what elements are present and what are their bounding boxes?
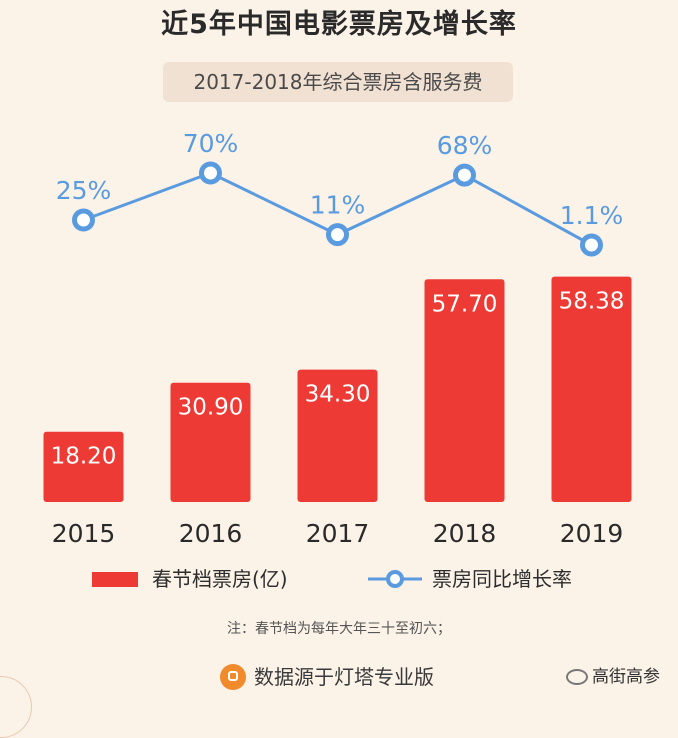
growth-value-label: 1.1% [560,201,624,230]
data-source: 数据源于灯塔专业版 [220,660,434,694]
growth-value-label: 25% [56,176,112,205]
bar [424,279,505,502]
bar-value-label: 34.30 [305,382,371,408]
x-tick-label: 2016 [179,519,243,548]
growth-value-label: 11% [310,191,366,220]
x-tick-label: 2018 [433,519,497,548]
growth-point [72,208,95,232]
x-tick-label: 2015 [52,519,116,548]
bar-value-label: 18.20 [51,444,117,470]
legend-bar-label: 春节档票房(亿) [152,567,288,591]
growth-point [453,163,476,187]
chart-title: 近5年中国电影票房及增长率 [161,9,517,40]
chart-subtitle: 2017-2018年综合票房含服务费 [163,62,513,102]
wechat-icon [566,669,588,685]
growth-point [326,223,349,247]
growth-point [199,161,222,185]
growth-point [580,233,603,257]
bar [170,382,251,502]
bar-value-label: 58.38 [559,289,625,315]
corner-decoration [0,676,32,738]
watermark-text: 高街高参 [592,667,660,687]
legend: 春节档票房(亿) 票房同比增长率 [0,564,678,594]
bar-value-label: 30.90 [178,395,244,421]
watermark: 高街高参 [566,662,660,692]
bar-value-label: 57.70 [432,291,498,317]
growth-value-label: 70% [183,129,239,158]
source-text: 数据源于灯塔专业版 [254,665,434,689]
growth-value-label: 68% [437,131,493,160]
legend-bar-swatch [92,572,138,587]
legend-line-swatch [368,570,422,588]
x-tick-label: 2017 [306,519,370,548]
bar [551,276,632,502]
x-tick-label: 2019 [560,519,624,548]
footnote: 注：春节档为每年大年三十至初六； [227,621,451,637]
combo-chart: 18.20 30.90 34.30 57.70 58.38 2015 2016 2017 201… [43,129,632,548]
lighthouse-icon [220,663,246,690]
bar [297,369,378,502]
legend-line-label: 票房同比增长率 [432,567,572,591]
bar [43,431,124,502]
